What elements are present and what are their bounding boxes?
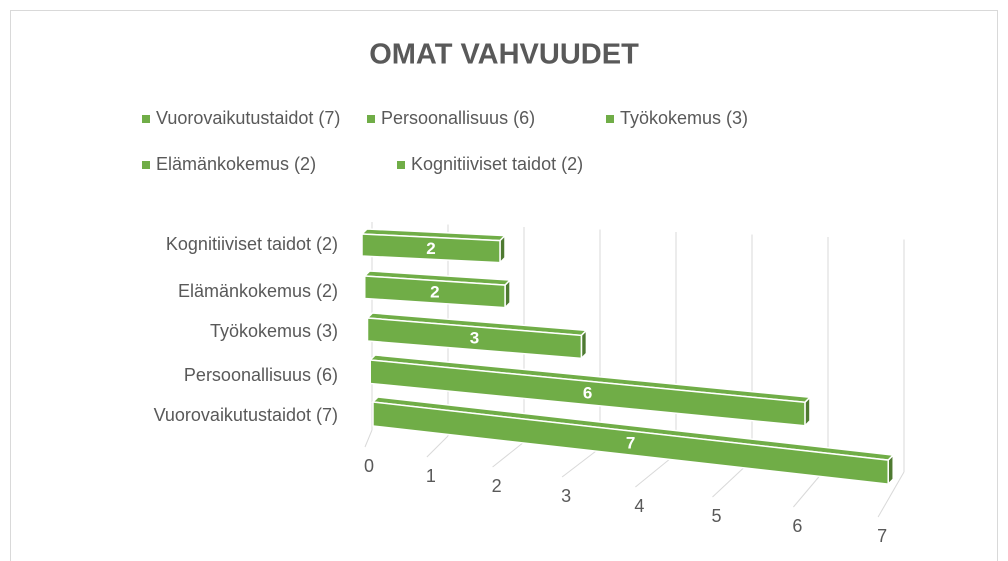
bar-front	[364, 275, 506, 309]
legend-marker	[142, 161, 150, 169]
legend-label: Elämänkokemus (2)	[156, 154, 316, 174]
x-tick-label: 3	[561, 486, 571, 506]
y-tick-label: Kognitiiviset taidot (2)	[166, 234, 338, 254]
data-label: 2	[430, 282, 439, 301]
y-tick-label: Työkokemus (3)	[210, 321, 338, 341]
bar	[365, 312, 589, 361]
floor-grid-line	[364, 429, 373, 448]
floor-grid-line	[492, 441, 525, 468]
legend-label: Työkokemus (3)	[620, 108, 748, 128]
bar-front	[361, 233, 501, 264]
bar-front	[369, 359, 806, 427]
x-tick-label: 0	[364, 456, 374, 476]
floor-grid-line	[426, 435, 449, 458]
y-tick-label: Elämänkokemus (2)	[178, 281, 338, 301]
data-label: 7	[626, 434, 635, 453]
legend-label: Vuorovaikutustaidot (7)	[156, 108, 340, 128]
data-label: 3	[470, 329, 479, 348]
bar	[363, 270, 512, 310]
legend-marker	[142, 115, 150, 123]
x-tick-label: 2	[492, 476, 502, 496]
legend-label: Persoonallisuus (6)	[381, 108, 535, 128]
chart-title: OMAT VAHVUUDET	[369, 39, 639, 71]
data-label: 6	[583, 383, 592, 402]
x-tick-label: 4	[634, 496, 644, 516]
x-tick-label: 6	[792, 516, 802, 536]
y-tick-label: Vuorovaikutustaidot (7)	[154, 405, 338, 425]
floor-grid-line	[561, 447, 601, 478]
x-tick-label: 1	[426, 466, 436, 486]
floor-grid-line	[877, 471, 905, 518]
legend-marker	[367, 115, 375, 123]
x-tick-label: 5	[711, 506, 721, 526]
legend-marker	[606, 115, 614, 123]
bar-front	[372, 401, 889, 485]
legend-marker	[397, 161, 405, 169]
legend-label: Kognitiiviset taidot (2)	[411, 154, 583, 174]
y-tick-label: Persoonallisuus (6)	[184, 365, 338, 385]
x-tick-label: 7	[877, 526, 887, 546]
bar	[368, 354, 812, 428]
bar	[360, 228, 507, 265]
data-label: 2	[426, 239, 435, 258]
bar	[371, 396, 895, 486]
bar-front	[366, 317, 583, 360]
